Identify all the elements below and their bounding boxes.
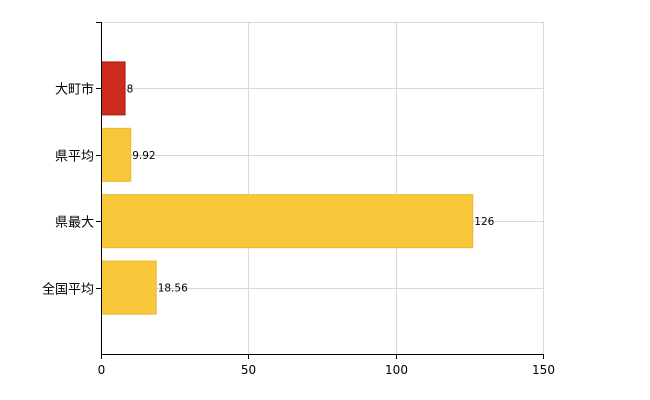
x-tick-label-3: 150 [532, 363, 555, 377]
grid [101, 22, 544, 354]
bar-0 [101, 61, 126, 116]
category-label-0: 大町市 [55, 82, 94, 98]
bar-1 [101, 127, 132, 182]
category-label-1: 県平均 [55, 150, 94, 165]
data-label-2: 126 [474, 216, 494, 228]
data-label-0: 8 [127, 83, 134, 95]
x-tick-label-2: 100 [385, 363, 408, 377]
bar-3 [101, 260, 157, 315]
x-tick-label-1: 50 [241, 363, 256, 377]
axes [96, 22, 544, 359]
bar-2 [101, 194, 474, 249]
x-tick-label-0: 0 [98, 363, 106, 377]
data-label-1: 9.92 [132, 150, 155, 162]
data-label-3: 18.56 [158, 283, 188, 295]
category-label-3: 全国平均 [42, 282, 94, 298]
bars [101, 61, 474, 315]
category-label-2: 県最大 [55, 216, 94, 231]
